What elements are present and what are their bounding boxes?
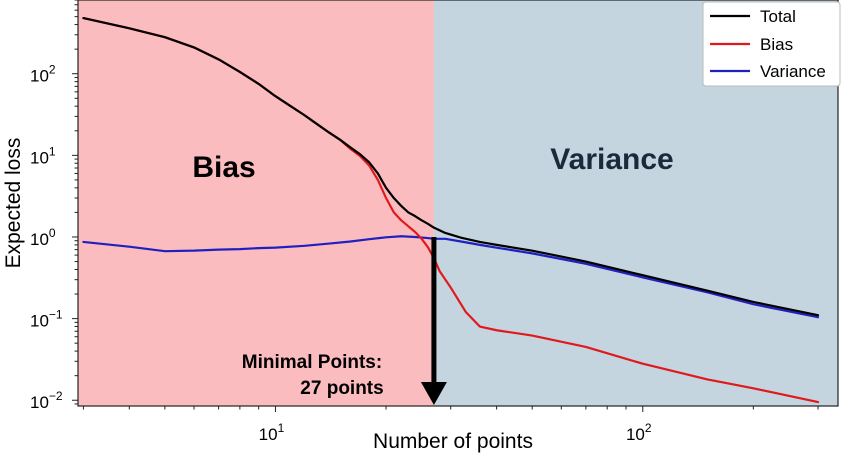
annotation-line-1: Minimal Points: — [242, 352, 382, 373]
series-line-total — [82, 17, 820, 317]
y-tick-label: 10−1 — [30, 308, 63, 331]
y-axis-ticks: 102 101 100 10−1 10−2 — [30, 0, 78, 412]
annotation-line-2: 27 points — [300, 378, 383, 399]
series-layer — [82, 17, 820, 404]
legend-label-variance: Variance — [760, 62, 826, 81]
legend: Total Bias Variance — [702, 1, 841, 87]
legend-box — [702, 1, 841, 87]
x-axis-label: Number of points — [373, 430, 533, 453]
plot-frame — [77, 0, 839, 407]
legend-label-bias: Bias — [760, 35, 793, 54]
annotation-arrow-head — [420, 382, 447, 405]
annotation-arrow-layer — [420, 236, 447, 405]
x-tick-label: 102 — [626, 421, 652, 444]
series-line-variance — [82, 235, 820, 319]
region-label-bias: Bias — [192, 151, 255, 184]
legend-label-total: Total — [760, 7, 796, 26]
y-tick-label: 100 — [30, 226, 56, 249]
region-label-variance: Variance — [550, 143, 673, 176]
y-axis-label: Expected loss — [2, 138, 25, 269]
y-tick-label: 10−2 — [30, 389, 63, 412]
region-bias — [78, 0, 434, 406]
y-tick-label: 102 — [30, 63, 56, 86]
y-tick-label: 101 — [30, 144, 56, 167]
x-tick-label: 101 — [259, 421, 285, 444]
